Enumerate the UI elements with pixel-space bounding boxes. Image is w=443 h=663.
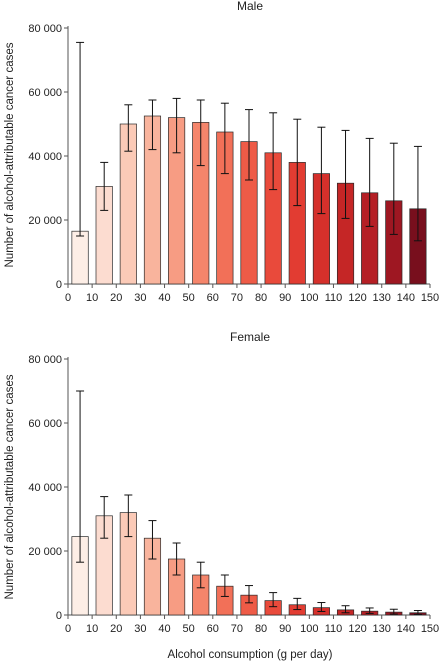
male-x-tick-label: 0 [65,292,71,304]
male-x-tick-label: 110 [325,292,343,304]
female-x-tick-label: 80 [255,623,267,635]
male-y-tick-label: 80 000 [28,23,62,35]
male-panel-title: Male [237,0,263,13]
female-x-tick-label: 110 [325,623,343,635]
female-panel-title: Female [230,330,270,344]
male-x-tick-label: 60 [207,292,219,304]
female-x-tick-label: 50 [183,623,195,635]
female-x-tick-label: 40 [158,623,170,635]
female-y-axis-label: Number of alcohol-attributable cancer ca… [4,374,16,599]
female-marks: 0 20 000 40 000 60 000 80 000 0 10 20 30 40 50 60 70… [28,354,439,635]
female-y-tick-label: 0 [56,610,62,622]
female-y-tick-label: 60 000 [28,418,62,430]
female-panel: Female Number of alcohol-attributable ca… [4,330,439,635]
female-x-tick-label: 70 [231,623,243,635]
male-x-tick-label: 10 [86,292,98,304]
male-x-tick-label: 70 [231,292,243,304]
male-y-tick-label: 60 000 [28,87,62,99]
male-panel: Male Number of alcohol-attributable canc… [4,0,439,304]
male-x-tick-label: 150 [421,292,439,304]
female-y-tick-label: 80 000 [28,354,62,366]
female-x-tick-label: 120 [348,623,366,635]
male-x-tick-label: 80 [255,292,267,304]
male-y-tick-label: 20 000 [28,215,62,227]
female-x-tick-label: 90 [279,623,291,635]
male-y-tick-label: 40 000 [28,151,62,163]
female-x-tick-label: 140 [397,623,415,635]
female-x-tick-label: 130 [373,623,391,635]
male-x-tick-label: 90 [279,292,291,304]
male-x-tick-label: 50 [183,292,195,304]
male-x-tick-label: 120 [348,292,366,304]
female-x-tick-label: 150 [421,623,439,635]
male-x-tick-label: 130 [373,292,391,304]
male-bar [71,230,89,285]
female-x-tick-label: 100 [300,623,318,635]
female-x-tick-label: 60 [207,623,219,635]
male-x-tick-label: 20 [110,292,122,304]
male-x-tick-label: 100 [300,292,318,304]
female-x-tick-label: 20 [110,623,122,635]
female-x-tick-label: 10 [86,623,98,635]
male-y-tick-label: 0 [56,279,62,291]
x-axis-label: Alcohol consumption (g per day) [168,649,333,661]
male-marks: 0 20 000 40 000 60 000 80 000 0 10 20 30 40 50 60 70… [28,23,439,304]
female-y-tick-label: 40 000 [28,482,62,494]
male-x-tick-label: 30 [134,292,146,304]
male-x-tick-label: 40 [158,292,170,304]
female-y-tick-label: 20 000 [28,546,62,558]
male-x-tick-label: 140 [397,292,415,304]
female-x-tick-label: 0 [65,623,71,635]
female-x-tick-label: 30 [134,623,146,635]
male-y-axis-label: Number of alcohol-attributable cancer ca… [4,42,16,267]
